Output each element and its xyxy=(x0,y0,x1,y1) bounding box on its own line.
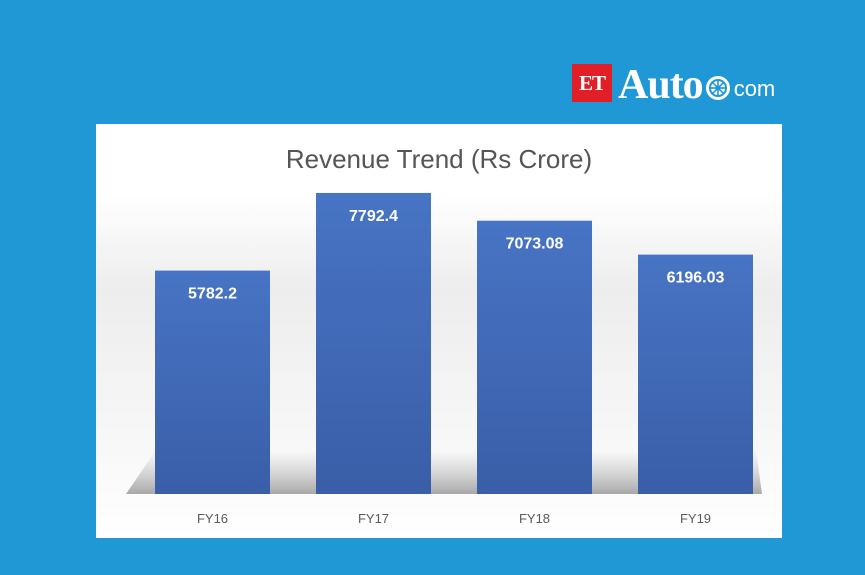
category-label-fy17: FY17 xyxy=(358,511,389,526)
bar-fy18 xyxy=(477,220,592,494)
logo-com-text: com xyxy=(733,76,776,101)
data-label-fy16: 5782.2 xyxy=(188,286,237,303)
category-label-fy18: FY18 xyxy=(519,511,550,526)
etauto-logo: ET Auto com xyxy=(572,60,775,106)
category-label-fy19: FY19 xyxy=(680,511,711,526)
logo-et-box: ET xyxy=(572,64,612,102)
chart-title: Revenue Trend (Rs Crore) xyxy=(285,144,593,174)
category-label-fy16: FY16 xyxy=(197,511,228,526)
wheel-icon xyxy=(705,76,730,100)
floor-shadow-shape xyxy=(126,450,762,494)
data-labels-group: 5782.2 7792.4 7073.08 6196.03 xyxy=(188,208,724,303)
bar-fy17 xyxy=(316,192,431,494)
data-label-fy18: 7073.08 xyxy=(506,236,564,253)
logo-auto-text: Auto xyxy=(618,62,704,108)
chart-card: Revenue Trend (Rs Crore) 5782.2 7792.4 707… xyxy=(96,124,782,538)
floor-shadow xyxy=(126,450,762,494)
category-labels-group: FY16 FY17 FY18 FY19 xyxy=(197,511,711,526)
bars-group xyxy=(155,192,753,494)
data-label-fy19: 6196.03 xyxy=(667,270,725,287)
bar-fy19 xyxy=(638,254,753,494)
data-label-fy17: 7792.4 xyxy=(349,208,398,225)
bar-fy16 xyxy=(155,270,270,494)
